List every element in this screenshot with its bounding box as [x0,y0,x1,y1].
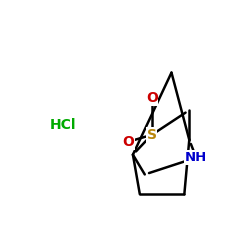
Text: NH: NH [185,151,207,164]
Text: HCl: HCl [50,118,76,132]
Text: S: S [147,128,157,142]
Text: O: O [122,135,134,149]
Text: O: O [146,91,158,105]
